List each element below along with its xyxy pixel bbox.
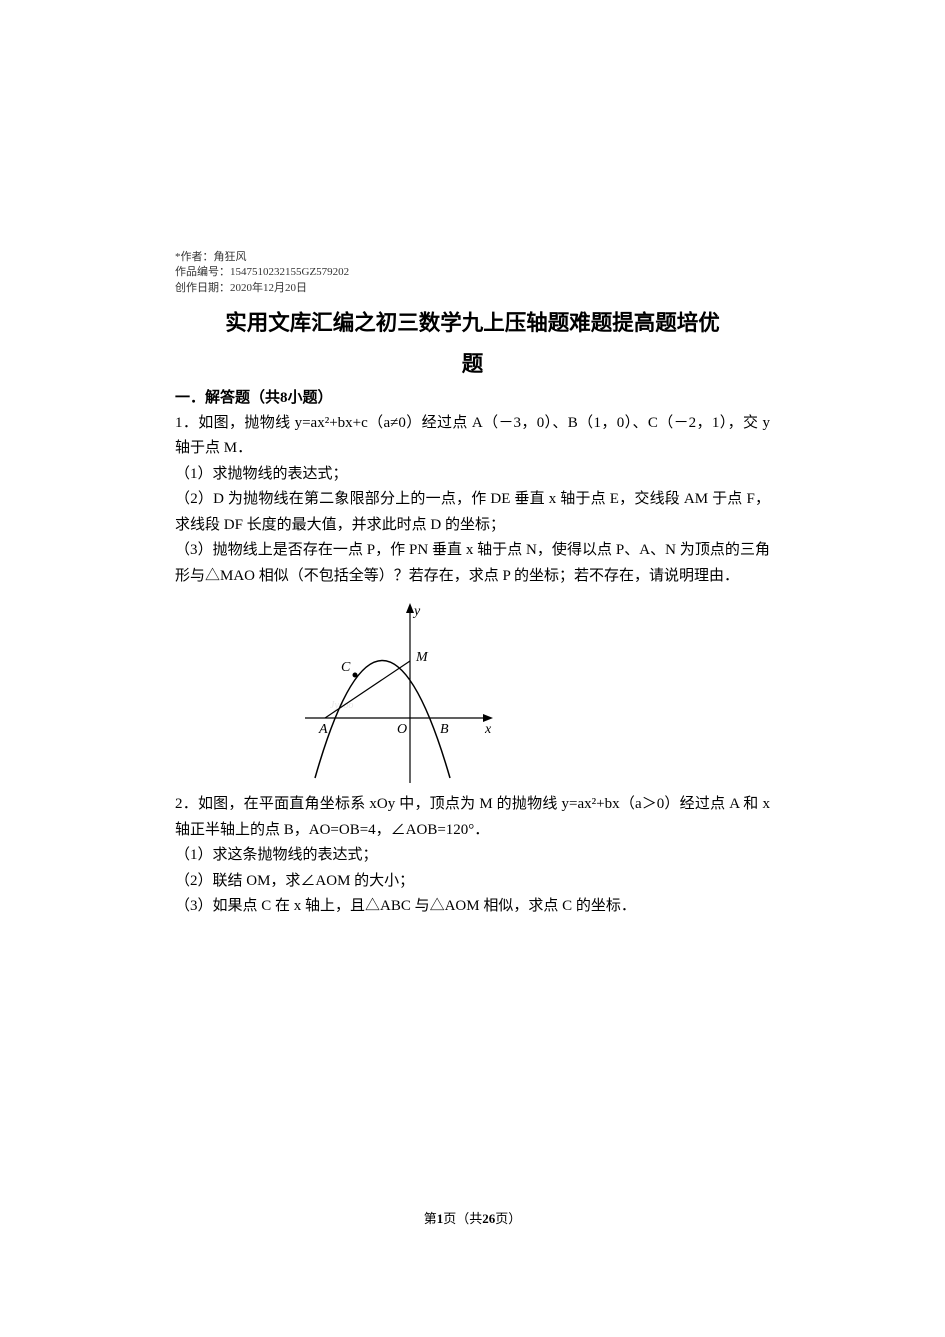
- label-y: y: [412, 604, 421, 619]
- work-id-line: 作品编号：1547510232155GZ579202: [175, 265, 770, 280]
- label-b: B: [440, 722, 449, 737]
- problem-1-part2: （2）D 为抛物线在第二象限部分上的一点，作 DE 垂直 x 轴于点 E，交线段…: [175, 491, 770, 533]
- x-axis-arrow: [483, 714, 493, 722]
- figure-1: Jyeoo A B C M O x y: [275, 593, 770, 788]
- problem-1-part1: （1）求抛物线的表达式；: [175, 466, 348, 482]
- document-title-line1: 实用文库汇编之初三数学九上压轴题难题提高题培优: [175, 304, 770, 343]
- page-content: *作者：角狂风 作品编号：1547510232155GZ579202 创作日期：…: [0, 0, 945, 920]
- problem-1-intro: 1．如图，抛物线 y=ax²+bx+c（a≠0）经过点 A（－3，0）、B（1，…: [175, 415, 770, 457]
- label-a: A: [318, 722, 328, 737]
- problem-2-intro: 2．如图，在平面直角坐标系 xOy 中，顶点为 M 的抛物线 y=ax²+bx（…: [175, 796, 770, 838]
- work-id-label: 作品编号：: [175, 266, 230, 278]
- problem-2-part1: （1）求这条抛物线的表达式；: [175, 847, 378, 863]
- line-am: [325, 661, 410, 718]
- parabola-diagram: Jyeoo A B C M O x y: [275, 593, 505, 788]
- problem-2-part3: （3）如果点 C 在 x 轴上，且△ABC 与△AOM 相似，求点 C 的坐标．: [175, 898, 636, 914]
- date-label: 创作日期：: [175, 282, 230, 294]
- problem-1-part3: （3）抛物线上是否存在一点 P，作 PN 垂直 x 轴于点 N，使得以点 P、A…: [175, 542, 770, 584]
- label-x: x: [484, 722, 492, 737]
- date-line: 创作日期：2020年12月20日: [175, 281, 770, 296]
- section-header: 一．解答题（共8小题）: [175, 386, 770, 407]
- label-o: O: [397, 722, 407, 737]
- page-footer: 第1页（共26页）: [0, 1208, 945, 1227]
- footer-suffix: 页）: [495, 1211, 521, 1226]
- footer-page-total: 26: [482, 1211, 495, 1226]
- point-c-marker: [353, 673, 358, 678]
- document-metadata: *作者：角狂风 作品编号：1547510232155GZ579202 创作日期：…: [175, 250, 770, 296]
- date-value: 2020年12月20日: [230, 282, 307, 294]
- work-id-value: 1547510232155GZ579202: [230, 266, 349, 278]
- problem-1: 1．如图，抛物线 y=ax²+bx+c（a≠0）经过点 A（－3，0）、B（1，…: [175, 411, 770, 590]
- problem-2-part2: （2）联结 OM，求∠AOM 的大小；: [175, 873, 414, 889]
- parabola-curve: [315, 661, 450, 779]
- problem-2: 2．如图，在平面直角坐标系 xOy 中，顶点为 M 的抛物线 y=ax²+bx（…: [175, 792, 770, 920]
- author-line: *作者：角狂风: [175, 250, 770, 265]
- label-m: M: [415, 650, 429, 665]
- footer-prefix: 第: [424, 1211, 437, 1226]
- footer-mid: 页（共: [443, 1211, 482, 1226]
- y-axis-arrow: [406, 603, 414, 613]
- author-label: *作者：: [175, 251, 214, 263]
- label-c: C: [341, 660, 351, 675]
- author-value: 角狂风: [214, 251, 247, 263]
- document-title-line2: 题: [175, 347, 770, 378]
